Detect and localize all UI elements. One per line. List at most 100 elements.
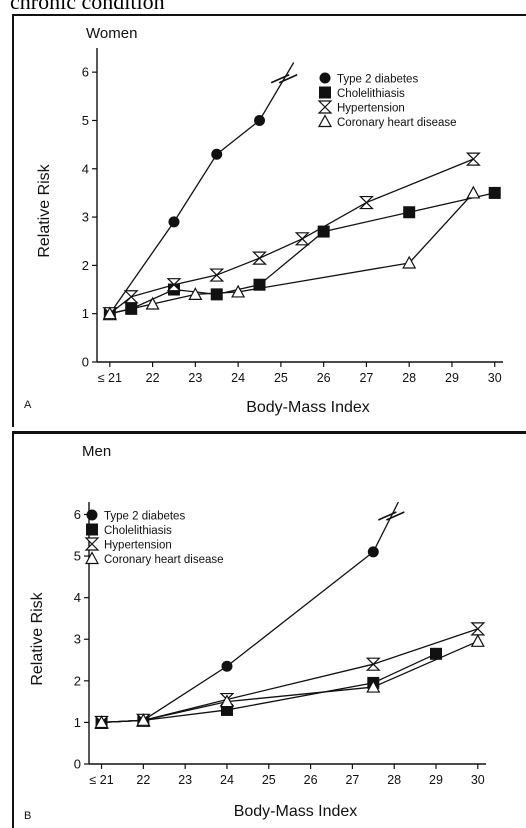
x-tick-label: 30 [471, 773, 485, 787]
data-point-coronary-heart-disease [366, 679, 381, 693]
chart-panel-men: 0 1 2 3 4 5 6 ≤ 21 22 23 24 25 26 27 28 29 30 Men Body-Mas… [12, 431, 526, 828]
series-line-cholelithiasis [109, 192, 495, 315]
axis-break-mark [386, 511, 405, 521]
y-axis-label: Relative Risk [36, 163, 53, 257]
x-tick-label: 28 [387, 773, 401, 787]
series-hypertension [94, 622, 486, 730]
figure-caption-fragment: chronic condition [10, 0, 165, 14]
legend-entry: Coronary heart disease [337, 117, 457, 129]
y-tick-label: 5 [74, 549, 81, 564]
data-point-type-2-diabetes [168, 216, 180, 228]
x-tick-label: 25 [262, 773, 276, 787]
x-tick-label: ≤ 21 [89, 773, 113, 787]
series-line-hypertension [109, 158, 474, 315]
y-tick-label: 6 [74, 507, 81, 522]
axis-break-mark [270, 73, 290, 84]
series-line-type-2-diabetes [109, 119, 260, 315]
x-tick-label: 24 [220, 773, 234, 787]
x-tick-label: 29 [429, 773, 443, 787]
panel-label: A [24, 399, 32, 411]
y-tick-label: 2 [82, 258, 89, 273]
data-point-hypertension [166, 278, 182, 292]
series-line-cholelithiasis [101, 653, 437, 724]
data-point-coronary-heart-disease [470, 634, 485, 647]
series-line-hypertension [101, 628, 479, 724]
data-point-type-2-diabetes [221, 660, 233, 672]
x-tick-label: ≤ 21 [98, 371, 122, 385]
x-tick-label: 26 [304, 773, 318, 787]
legend-marker [84, 537, 100, 551]
data-point-type-2-diabetes [254, 114, 266, 126]
x-tick-label: 22 [136, 773, 150, 787]
legend-entry: Type 2 diabetes [104, 511, 185, 523]
y-tick-label: 4 [74, 590, 81, 605]
chart-panel-women: 0 1 2 3 4 5 6 ≤ 21 22 23 24 25 26 27 28 29 30 Women Body-M… [12, 14, 526, 427]
x-axis-label: Body-Mass Index [234, 803, 358, 820]
chart-title: Women [86, 25, 137, 42]
series-type-2-diabetes [104, 62, 298, 320]
data-point-hypertension [465, 152, 481, 166]
chart-title: Men [82, 443, 111, 460]
x-tick-label: 23 [178, 773, 192, 787]
data-point-cholelithiasis [210, 288, 223, 301]
legend: Type 2 diabetes Cholelithiasis Hypertensio… [84, 509, 224, 566]
series-continuation-type-2-diabetes [258, 62, 295, 121]
y-tick-label: 2 [74, 673, 81, 688]
y-tick-label: 3 [82, 210, 89, 225]
legend-marker [86, 523, 98, 536]
x-tick-label: 26 [317, 371, 331, 385]
legend-entry: Hypertension [104, 540, 172, 552]
data-point-coronary-heart-disease [466, 185, 481, 199]
data-point-cholelithiasis [488, 186, 501, 199]
x-tick-label: 27 [345, 773, 359, 787]
y-tick-label: 4 [82, 161, 89, 176]
data-point-type-2-diabetes [367, 546, 379, 558]
axis-break-mark [378, 511, 397, 521]
data-point-hypertension [470, 622, 486, 636]
data-point-cholelithiasis [430, 647, 443, 660]
data-point-hypertension [209, 268, 225, 282]
series-cholelithiasis [103, 186, 501, 320]
data-point-coronary-heart-disease [136, 713, 151, 726]
x-tick-label: 23 [188, 371, 202, 385]
x-tick-label: 30 [488, 371, 502, 385]
data-point-coronary-heart-disease [94, 715, 109, 729]
series-line-coronary-heart-disease [109, 192, 474, 315]
legend-marker [84, 551, 100, 565]
series-coronary-heart-disease [102, 185, 481, 320]
legend-marker [86, 509, 98, 521]
x-tick-label: 22 [146, 371, 160, 385]
y-axis-label: Relative Risk [29, 591, 46, 685]
data-point-hypertension [123, 290, 139, 304]
series-coronary-heart-disease [94, 634, 485, 729]
legend-entry: Cholelithiasis [337, 88, 405, 100]
y-tick-label: 0 [74, 757, 81, 772]
x-tick-label: 24 [231, 371, 245, 385]
series-continuation-type-2-diabetes [372, 501, 399, 553]
legend-entry: Coronary heart disease [104, 554, 224, 566]
series-hypertension [102, 152, 481, 321]
legend-entry: Type 2 diabetes [337, 74, 418, 86]
data-point-cholelithiasis [253, 278, 266, 291]
data-point-coronary-heart-disease [231, 284, 246, 298]
legend-marker [317, 114, 333, 128]
data-point-type-2-diabetes [211, 148, 223, 160]
legend-marker [317, 100, 333, 114]
legend-marker [319, 86, 331, 99]
legend: Type 2 diabetes Cholelithiasis Hypertensio… [317, 72, 457, 129]
y-tick-label: 3 [74, 632, 81, 647]
panel-label: B [24, 810, 31, 822]
data-point-coronary-heart-disease [145, 296, 160, 310]
y-tick-label: 6 [82, 65, 89, 80]
data-point-coronary-heart-disease [188, 287, 203, 300]
data-point-hypertension [358, 195, 374, 210]
data-point-hypertension [365, 657, 381, 671]
data-point-coronary-heart-disease [402, 255, 417, 269]
x-tick-label: 25 [274, 371, 288, 385]
data-point-hypertension [252, 251, 267, 265]
axis-break-mark [278, 73, 298, 84]
y-tick-label: 5 [82, 113, 89, 128]
x-tick-label: 29 [445, 371, 459, 385]
